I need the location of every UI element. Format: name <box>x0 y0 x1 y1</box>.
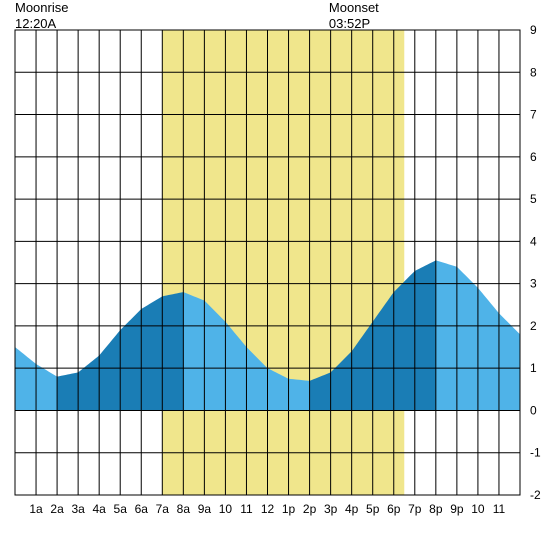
y-tick-label: 8 <box>530 65 537 79</box>
x-tick-label: 7a <box>156 502 170 516</box>
x-tick-label: 4a <box>92 502 106 516</box>
x-tick-label: 3a <box>71 502 85 516</box>
y-tick-label: -1 <box>530 446 541 460</box>
x-tick-label: 1p <box>282 502 296 516</box>
x-tick-label: 11 <box>240 502 253 516</box>
x-tick-label: 3p <box>324 502 338 516</box>
y-tick-label: 5 <box>530 192 537 206</box>
chart-svg: 1a2a3a4a5a6a7a8a9a1011121p2p3p4p5p6p7p8p… <box>0 0 550 550</box>
x-tick-label: 10 <box>219 502 233 516</box>
y-tick-label: 3 <box>530 277 537 291</box>
x-tick-label: 8p <box>429 502 443 516</box>
x-tick-label: 9a <box>198 502 212 516</box>
x-tick-label: 9p <box>450 502 464 516</box>
x-tick-label: 6a <box>135 502 149 516</box>
y-tick-label: 4 <box>530 234 537 248</box>
y-tick-label: 1 <box>530 361 537 375</box>
moonrise-time: 12:20A <box>15 16 68 32</box>
x-tick-label: 7p <box>408 502 422 516</box>
x-tick-label: 10 <box>471 502 485 516</box>
moonrise-label: Moonrise 12:20A <box>15 0 68 31</box>
y-tick-label: -2 <box>530 488 541 502</box>
y-tick-label: 0 <box>530 403 537 417</box>
x-tick-label: 6p <box>387 502 401 516</box>
y-tick-label: 9 <box>530 23 537 37</box>
moonrise-title: Moonrise <box>15 0 68 16</box>
x-tick-label: 8a <box>177 502 191 516</box>
x-tick-label: 2a <box>50 502 64 516</box>
moonset-time: 03:52P <box>329 16 379 32</box>
y-tick-label: 2 <box>530 319 537 333</box>
x-tick-label: 4p <box>345 502 359 516</box>
x-tick-label: 2p <box>303 502 317 516</box>
y-tick-label: 7 <box>530 108 537 122</box>
moonset-label: Moonset 03:52P <box>329 0 379 31</box>
tide-chart: Moonrise 12:20A Moonset 03:52P 1a 2a 3a 4a 5… <box>0 0 550 550</box>
x-tick-label: 5p <box>366 502 380 516</box>
x-tick-label: 11 <box>493 502 506 516</box>
moonset-title: Moonset <box>329 0 379 16</box>
x-tick-label: 5a <box>114 502 128 516</box>
y-tick-label: 6 <box>530 150 537 164</box>
x-tick-label: 1a <box>29 502 43 516</box>
x-tick-label: 12 <box>261 502 275 516</box>
